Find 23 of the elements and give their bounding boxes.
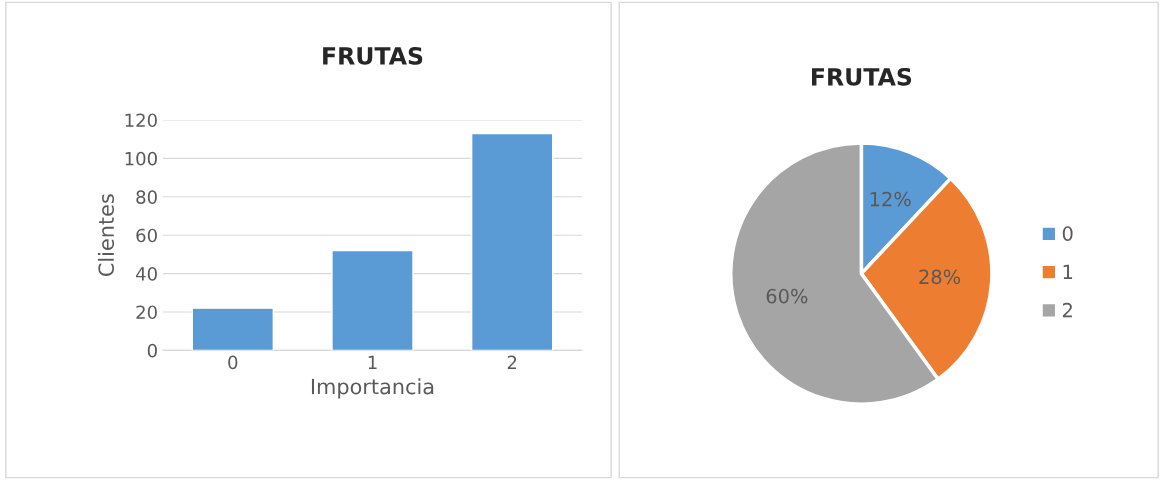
x-tick-label: 0 (228, 355, 238, 370)
y-tick-label: 0 (147, 343, 157, 358)
y-tick-label: 60 (136, 228, 157, 243)
bar (470, 132, 554, 351)
legend-label: 2 (1062, 302, 1072, 318)
legend-label: 1 (1063, 264, 1073, 279)
chart-title: FRUTAS (812, 67, 912, 86)
data-label: 12% (870, 191, 911, 207)
data-label: 60% (766, 288, 808, 304)
y-tick-label: 20 (136, 305, 157, 320)
bar (191, 307, 275, 351)
y-tick-label: 40 (136, 267, 157, 281)
x-tick-label: 2 (507, 355, 517, 369)
y-tick-label: 120 (125, 113, 157, 128)
x-tick-label: 1 (368, 355, 377, 369)
data-label: 28% (919, 269, 961, 285)
legend-label: 0 (1062, 226, 1073, 241)
y-axis-title: Clientes (97, 194, 115, 277)
y-tick-label: 100 (125, 151, 157, 166)
bar (331, 249, 414, 351)
y-tick-label: 80 (136, 190, 157, 204)
chart-title: FRUTAS (323, 46, 423, 65)
x-axis-title: Importancia (311, 378, 434, 399)
